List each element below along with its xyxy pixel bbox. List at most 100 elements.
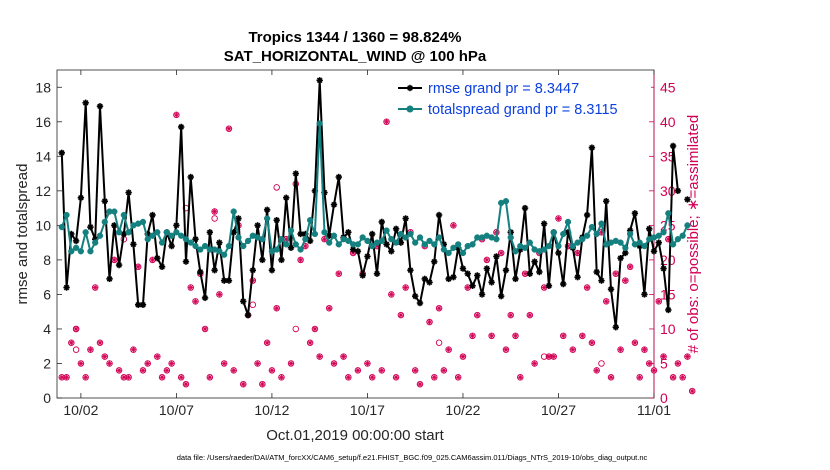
obs-assimilated-marker	[455, 374, 461, 380]
totalspread-point	[92, 239, 99, 246]
left-tick-label: 2	[43, 355, 51, 371]
rmse-point	[526, 270, 534, 277]
obs-assimilated-marker	[126, 374, 132, 380]
obs-possible-marker	[206, 374, 214, 381]
obs-possible-marker	[287, 360, 295, 367]
legend-rmse-label: rmse grand pr = 8.3447	[428, 81, 579, 97]
rmse-point	[483, 265, 491, 272]
obs-possible-marker	[497, 249, 505, 257]
rmse-point	[646, 225, 653, 233]
totalspread-point	[182, 236, 190, 243]
obs-possible-marker	[263, 339, 271, 347]
rmse-point	[531, 258, 538, 265]
rmse-point	[96, 103, 104, 110]
totalspread-point	[144, 236, 151, 243]
obs-assimilated-marker	[460, 353, 466, 360]
obs-assimilated-marker	[92, 284, 98, 291]
obs-assimilated-marker	[231, 367, 237, 373]
obs-possible-marker	[225, 125, 233, 132]
rmse-point	[431, 258, 438, 265]
obs-assimilated-marker	[646, 360, 652, 367]
obs-assimilated-marker	[570, 347, 576, 353]
totalspread-point	[626, 230, 634, 238]
totalspread-point	[235, 234, 242, 241]
totalspread-point	[120, 211, 128, 219]
rmse-point	[459, 265, 467, 272]
obs-possible-marker	[431, 374, 438, 381]
obs-assimilated-marker	[264, 340, 270, 346]
obs-possible-only-marker	[273, 184, 280, 191]
totalspread-point	[178, 232, 185, 239]
totalspread-point	[674, 236, 682, 243]
rmse-point	[230, 229, 237, 236]
obs-assimilated-marker	[398, 312, 404, 318]
obs-possible-marker	[660, 353, 667, 360]
rmse-point	[378, 218, 385, 226]
totalspread-point	[574, 239, 581, 246]
obs-possible-marker	[411, 367, 419, 374]
obs-possible-marker	[617, 346, 624, 353]
obs-assimilated-marker	[164, 367, 170, 373]
rmse-point	[244, 311, 252, 319]
obs-possible-only-marker	[598, 360, 605, 367]
x-tick-label: 11/01	[637, 402, 671, 418]
totalspread-point	[564, 218, 572, 226]
rmse-point	[225, 277, 233, 284]
totalspread-point	[63, 211, 70, 219]
obs-possible-marker	[507, 311, 514, 319]
obs-assimilated-marker	[551, 353, 557, 360]
rmse-point	[412, 292, 419, 300]
obs-possible-marker	[144, 360, 151, 367]
obs-possible-only-marker	[249, 301, 257, 309]
totalspread-point	[583, 232, 591, 239]
obs-assimilated-marker	[469, 333, 476, 339]
rmse-point	[354, 248, 362, 255]
rmse-point	[173, 222, 180, 229]
rmse-point	[168, 242, 175, 250]
obs-possible-marker	[335, 270, 343, 277]
y-axis-label-right: # of obs: o=possible; ∗=assimilated	[685, 115, 702, 354]
chart-title: Tropics 1344 / 1360 = 98.824% SAT_HORIZO…	[224, 29, 487, 65]
obs-possible-marker	[459, 353, 467, 360]
totalspread-point	[58, 223, 65, 231]
totalspread-point	[173, 229, 180, 236]
rmse-point	[617, 254, 624, 262]
obs-possible-marker	[259, 380, 266, 388]
totalspread-point	[545, 242, 553, 250]
obs-assimilated-marker	[689, 388, 695, 394]
obs-assimilated-marker	[317, 353, 323, 360]
obs-possible-marker	[378, 367, 386, 374]
obs-possible-marker	[68, 339, 75, 347]
rmse-point	[493, 253, 500, 260]
rmse-point	[369, 230, 376, 238]
totalspread-point	[593, 230, 600, 238]
totalspread-point	[87, 248, 94, 255]
obs-assimilated-marker	[584, 284, 590, 291]
x-tick-label: 10/12	[254, 402, 289, 418]
totalspread-point	[369, 242, 376, 250]
obs-assimilated-marker	[393, 374, 399, 380]
rmse-point	[211, 267, 218, 274]
rmse-point	[345, 229, 352, 236]
rmse-point	[330, 201, 338, 208]
obs-assimilated-marker	[254, 360, 261, 367]
obs-possible-marker	[345, 374, 352, 381]
obs-assimilated-marker	[145, 360, 151, 367]
totalspread-point	[297, 246, 304, 253]
totalspread-point	[187, 239, 194, 246]
obs-possible-marker	[636, 374, 643, 381]
totalspread-point	[244, 237, 252, 245]
totalspread-point	[469, 241, 476, 248]
right-tick-label: 5	[660, 355, 668, 371]
rmse-point	[58, 149, 65, 157]
obs-assimilated-marker	[212, 208, 218, 215]
rmse-point	[665, 306, 672, 314]
obs-assimilated-marker	[111, 257, 117, 263]
obs-assimilated-marker	[73, 326, 79, 332]
totalspread-point	[550, 229, 557, 236]
obs-possible-marker	[168, 360, 175, 367]
totalspread-point	[431, 241, 438, 248]
obs-possible-marker	[316, 353, 323, 360]
right-tick-label: 0	[660, 390, 668, 406]
